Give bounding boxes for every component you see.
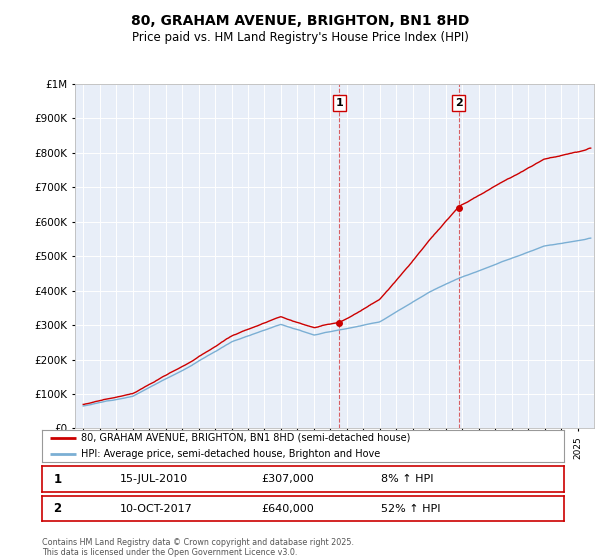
Text: HPI: Average price, semi-detached house, Brighton and Hove: HPI: Average price, semi-detached house,… bbox=[81, 449, 380, 459]
Text: 1: 1 bbox=[53, 473, 62, 486]
Text: 2: 2 bbox=[53, 502, 62, 515]
Text: Price paid vs. HM Land Registry's House Price Index (HPI): Price paid vs. HM Land Registry's House … bbox=[131, 31, 469, 44]
Text: 15-JUL-2010: 15-JUL-2010 bbox=[121, 474, 188, 484]
Text: 52% ↑ HPI: 52% ↑ HPI bbox=[382, 504, 441, 514]
Text: 80, GRAHAM AVENUE, BRIGHTON, BN1 8HD (semi-detached house): 80, GRAHAM AVENUE, BRIGHTON, BN1 8HD (se… bbox=[81, 433, 410, 442]
Text: 10-OCT-2017: 10-OCT-2017 bbox=[121, 504, 193, 514]
Text: £640,000: £640,000 bbox=[261, 504, 314, 514]
Text: 8% ↑ HPI: 8% ↑ HPI bbox=[382, 474, 434, 484]
Text: 1: 1 bbox=[335, 98, 343, 108]
Text: 2: 2 bbox=[455, 98, 463, 108]
Text: Contains HM Land Registry data © Crown copyright and database right 2025.
This d: Contains HM Land Registry data © Crown c… bbox=[42, 538, 354, 557]
Text: £307,000: £307,000 bbox=[261, 474, 314, 484]
Text: 80, GRAHAM AVENUE, BRIGHTON, BN1 8HD: 80, GRAHAM AVENUE, BRIGHTON, BN1 8HD bbox=[131, 14, 469, 28]
